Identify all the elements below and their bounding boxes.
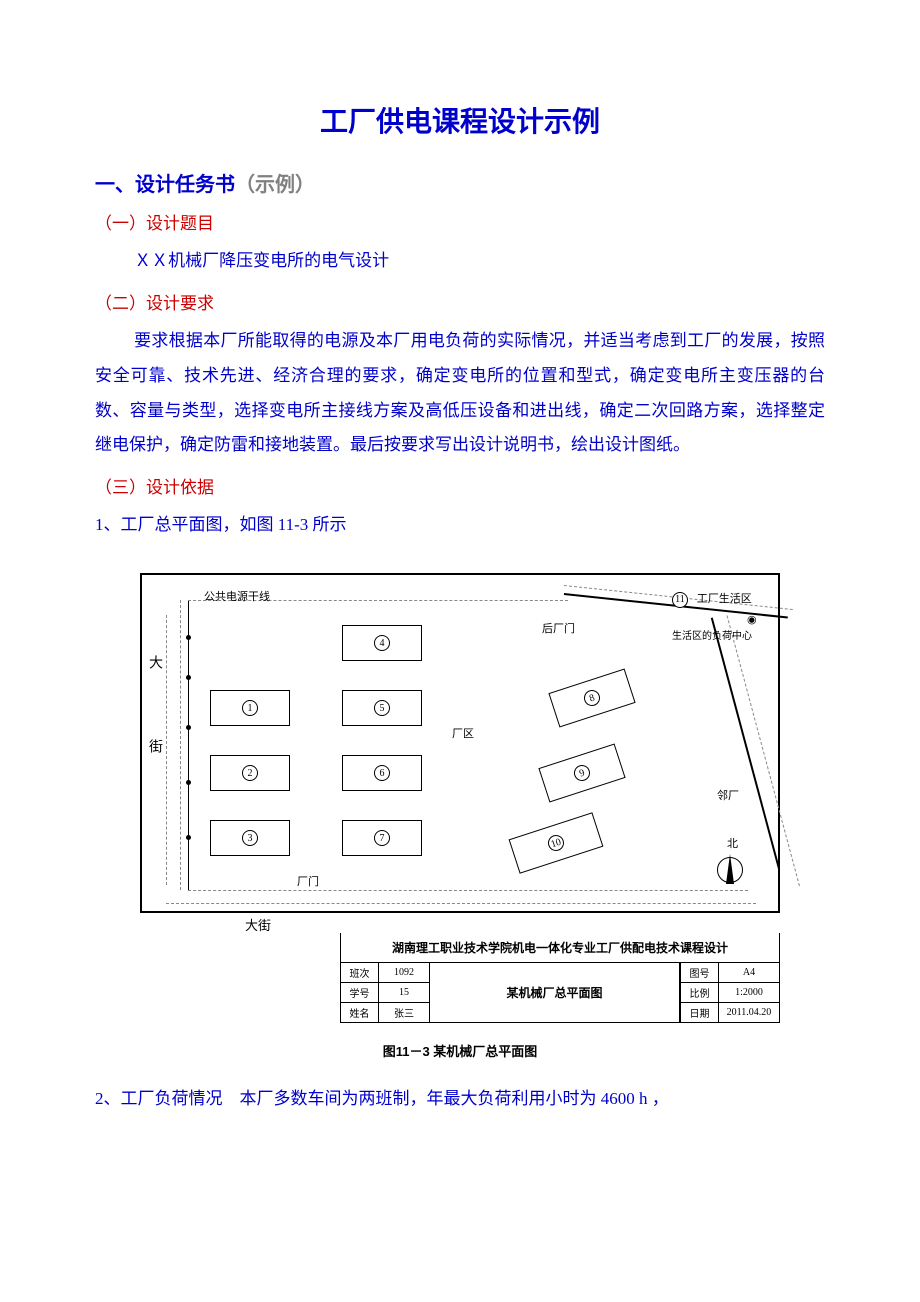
living-area-label: 工厂生活区 [697,593,752,605]
load-center-label: 生活区的负荷中心 [672,627,752,642]
tb-value: 2011.04.20 [719,1003,779,1022]
load-center-icon: ◉ [747,613,757,626]
subsection-3-label: （三）设计依据 [95,473,825,498]
powerline-label: 公共电源干线 [204,588,270,604]
building-number: 6 [374,765,390,781]
backgate-label: 后厂门 [542,620,575,636]
building-3: 3 [210,820,290,856]
tb-label: 图号 [681,963,719,982]
node-dot [186,725,191,730]
building-number: 1 [242,700,258,716]
gate-label: 厂门 [297,873,319,889]
street-line [188,890,748,891]
compass-icon [717,857,743,883]
tb-value: 1092 [379,963,429,982]
subsection-2-label: （二）设计要求 [95,289,825,314]
street-line [166,903,756,904]
tb-label: 姓名 [341,1003,379,1022]
area-label: 厂区 [452,725,474,741]
building-2: 2 [210,755,290,791]
heading-main: 一、设计任务书 [95,174,235,196]
tb-label: 班次 [341,963,379,982]
list-item-1: 1、工厂总平面图，如图 11-3 所示 [95,508,825,543]
bottom-street-label: 大街 [245,915,271,934]
node-dot [186,835,191,840]
node-dot [186,780,191,785]
building-number: 2 [242,765,258,781]
tb-value: 15 [379,983,429,1002]
section-1-heading: 一、设计任务书（示例） [95,168,825,197]
factory-plan-diagram: 公共电源干线 大 街 1 2 3 4 5 6 7 8 9 10 厂区 后厂门 厂… [140,573,780,913]
building-number: 3 [242,830,258,846]
node-dot [186,675,191,680]
building-number: 9 [572,763,592,783]
building-8: 8 [548,669,635,728]
titleblock-header: 湖南理工职业技术学院机电一体化专业工厂供配电技术课程设计 [341,933,779,963]
street-line [166,615,167,885]
building-5: 5 [342,690,422,726]
subsection-1-text: ＸＸ机械厂降压变电所的电气设计 [95,244,825,279]
north-label: 北 [727,835,738,851]
tb-drawing-title: 某机械厂总平面图 [429,963,680,1022]
building-number: 7 [374,830,390,846]
building-4: 4 [342,625,422,661]
living-area-number: 11 [672,592,688,608]
street-line [180,600,181,890]
heading-example-note: （示例） [235,174,315,196]
building-6: 6 [342,755,422,791]
left-street-label: 大 街 [144,655,164,781]
tb-label: 学号 [341,983,379,1002]
tb-value: 张三 [379,1003,429,1022]
figure-caption: 图11－3 某机械厂总平面图 [95,1041,825,1060]
node-dot [186,635,191,640]
subsection-1-label: （一）设计题目 [95,209,825,234]
building-10: 10 [509,812,604,873]
building-7: 7 [342,820,422,856]
tb-label: 日期 [681,1003,719,1022]
neighbor-label: 邻厂 [717,787,739,803]
building-9: 9 [538,744,625,803]
building-number: 10 [546,833,566,853]
tb-value: 1:2000 [719,983,779,1002]
boundary-line [711,618,780,870]
building-number: 8 [582,688,602,708]
tb-value: A4 [719,963,779,982]
building-number: 5 [374,700,390,716]
wall-line [188,600,189,890]
diagram-container: 公共电源干线 大 街 1 2 3 4 5 6 7 8 9 10 厂区 后厂门 厂… [140,573,780,1023]
subsection-2-text: 要求根据本厂所能取得的电源及本厂用电负荷的实际情况，并适当考虑到工厂的发展，按照… [95,324,825,463]
tb-label: 比例 [681,983,719,1002]
document-title: 工厂供电课程设计示例 [95,100,825,140]
building-number: 4 [374,635,390,651]
building-1: 1 [210,690,290,726]
list-item-2: 2、工厂负荷情况 本厂多数车间为两班制，年最大负荷利用小时为 4600 h ， [95,1082,825,1117]
living-area-row: 11 工厂生活区 [672,590,752,608]
drawing-title-block: 湖南理工职业技术学院机电一体化专业工厂供配电技术课程设计 班次 1092 学号 … [340,933,780,1023]
